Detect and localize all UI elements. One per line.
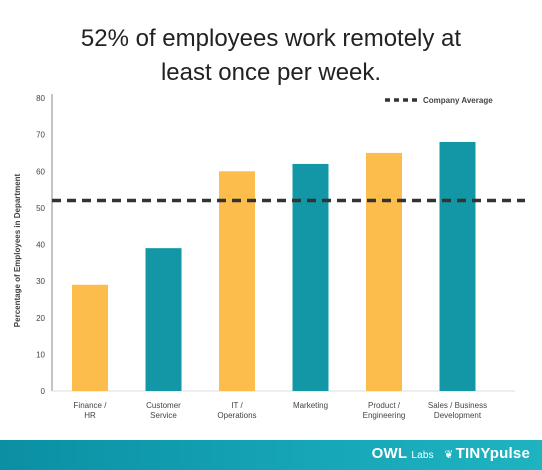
x-tick-label: Service (150, 411, 177, 420)
tinypulse-leaf-icon: ❦ (444, 449, 454, 461)
y-tick-label: 10 (36, 350, 45, 359)
y-tick-label: 60 (36, 167, 45, 176)
footer-brands: OWL Labs ❦ TINYpulse (372, 445, 530, 462)
owl-labs-logo: OWL Labs (371, 445, 434, 462)
y-tick-label: 20 (36, 314, 45, 323)
bar (366, 152, 402, 391)
x-tick-label: Engineering (363, 411, 406, 420)
y-tick-label: 40 (36, 241, 45, 250)
chart-title-line-1: 52% of employees work remotely at (80, 25, 462, 52)
bar (145, 248, 182, 391)
x-tick-label: Finance / (74, 401, 108, 410)
footer-banner: OWL Labs ❦ TINYpulse (0, 440, 542, 470)
y-tick-label: 0 (41, 387, 46, 396)
bar-chart: 0 10 20 30 40 50 60 70 80 Percentage of Employees… (13, 94, 525, 420)
chart-title: 52% of employees work remotely at least … (0, 22, 542, 90)
x-tick-label: IT / (231, 401, 243, 410)
x-tick-label: Marketing (293, 401, 328, 410)
x-tick-label: Sales / Business (428, 401, 487, 410)
x-tick-label: Product / (368, 401, 401, 410)
tinypulse-logo: TINYpulse (455, 445, 530, 462)
y-tick-label: 70 (36, 131, 45, 140)
y-tick-label: 80 (36, 94, 45, 103)
x-tick-label: Operations (217, 411, 256, 420)
x-tick-label: Customer (146, 401, 181, 410)
x-tick-label: Development (434, 411, 482, 420)
y-tick-label: 50 (36, 204, 45, 213)
legend-label-company-average: Company Average (423, 96, 493, 105)
bar (219, 171, 255, 391)
y-tick-label: 30 (36, 277, 45, 286)
bar (72, 284, 108, 391)
y-axis-title: Percentage of Employees in Department (13, 173, 22, 327)
chart-title-line-2: least once per week. (160, 59, 382, 86)
x-tick-label: HR (84, 411, 96, 420)
bar (439, 141, 476, 391)
bar (292, 163, 329, 391)
